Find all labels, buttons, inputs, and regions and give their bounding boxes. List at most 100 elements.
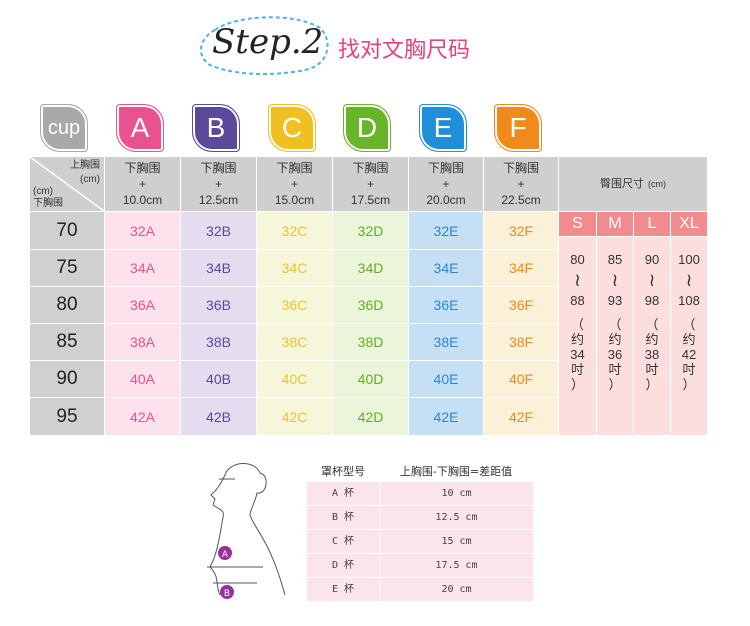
corner-bottom-unit: (cm) (33, 186, 53, 197)
column-header-b: 下胸围 +12.5cm (181, 157, 256, 211)
cup-icon-c: C (268, 104, 316, 152)
column-header-text: + (442, 177, 450, 191)
column-header-text: 10.0cm (122, 193, 163, 207)
diff-table-row: E 杯 20 cm (307, 578, 533, 602)
size-cell: 32D (333, 212, 408, 249)
cup-icon-a: A (116, 104, 164, 152)
column-header-text: 22.5cm (501, 193, 541, 207)
hip-approx-inch: ） (570, 377, 584, 392)
cup-type: A 杯 (307, 482, 380, 505)
hip-range-to: 108 (678, 293, 700, 308)
column-header-text: 下胸围 (427, 161, 464, 175)
difference-value: 20 cm (441, 584, 472, 595)
hip-range-from: 85 (607, 252, 623, 267)
hip-approx-inch: 34 (570, 347, 585, 362)
size-cell: 42E (409, 398, 483, 435)
size-cell: 34E (409, 250, 483, 286)
hip-approx-inch: 约 (608, 332, 622, 347)
size-cell: 34A (105, 250, 180, 286)
page-title: 找对文胸尺码 (338, 38, 471, 63)
hip-approx-inch: ） (645, 377, 659, 392)
band-size-label: 95 (30, 398, 104, 435)
size-cell: 40F (484, 361, 558, 397)
size-cell: 38F (484, 324, 558, 360)
hip-size-l: L (634, 212, 670, 236)
size-cell: 42A (105, 398, 180, 435)
cup-type: B 杯 (307, 506, 380, 529)
hip-approx-inch: 38 (644, 347, 660, 362)
diff-table-row: D 杯 17.5 cm (307, 554, 533, 578)
column-header-text: 15.0cm (274, 193, 315, 207)
header-difference: 上胸围-下胸围=差距值 (399, 465, 513, 478)
diff-table-row: A 杯 10 cm (307, 482, 533, 506)
column-header-text: + (138, 177, 146, 191)
column-header-text: 20.0cm (426, 193, 466, 207)
hip-range-to: 93 (607, 293, 623, 308)
tilde-icon: ≀ (611, 270, 619, 290)
cup-type: C 杯 (307, 530, 380, 553)
hip-approx-inch: 36 (607, 347, 623, 362)
hip-approx-inch: 约 (570, 332, 584, 347)
cup-difference-table: 罩杯型号 上胸围-下胸围=差距值 A 杯 10 cm B 杯 12.5 cm C 杯 15 … (307, 460, 533, 602)
column-header-c: 下胸围 +15.0cm (257, 157, 332, 211)
band-size-label: 85 (30, 324, 104, 360)
column-header-text: 下胸围 (276, 161, 313, 175)
column-header-e: 下胸围 +20.0cm (409, 157, 483, 211)
cup-type: E 杯 (307, 578, 380, 601)
marker-b-label: B (224, 589, 230, 599)
column-header-text: 下胸围 (352, 161, 389, 175)
size-cell: 42B (181, 398, 256, 435)
band-size-label: 75 (30, 250, 104, 286)
size-cell: 34D (333, 250, 408, 286)
band-size-label: 90 (30, 361, 104, 397)
column-header-text: 下胸围 (502, 161, 539, 175)
size-cell: 40B (181, 361, 256, 397)
hip-range-column: 80 ≀ 88 （约 34 吋） (559, 237, 596, 435)
marker-b (220, 585, 234, 599)
column-header-text: + (290, 177, 298, 191)
size-cell: 42C (257, 398, 332, 435)
hip-size-s: S (559, 212, 596, 236)
step-badge-outline (200, 16, 329, 75)
size-cell: 36F (484, 287, 558, 323)
size-cell: 42D (333, 398, 408, 435)
hip-range-to: 98 (644, 293, 660, 308)
diff-table-row: C 杯 15 cm (307, 530, 533, 554)
hip-approx-inch: 42 (681, 347, 697, 362)
size-cell: 40C (257, 361, 332, 397)
diff-table-row: B 杯 12.5 cm (307, 506, 533, 530)
size-cell: 36D (333, 287, 408, 323)
column-header-text: + (366, 177, 374, 191)
band-size-label: 80 (30, 287, 104, 323)
column-header-text: + (214, 177, 222, 191)
tilde-icon: ≀ (648, 270, 656, 290)
size-cell: 38A (105, 324, 180, 360)
marker-a-label: A (222, 550, 229, 560)
cup-icon-b: B (192, 104, 240, 152)
size-cell: 38C (257, 324, 332, 360)
size-cell: 32E (409, 212, 483, 249)
size-cell: 32F (484, 212, 558, 249)
column-header-text: 17.5cm (350, 193, 391, 207)
hip-approx-inch: 约 (645, 332, 659, 347)
size-cell: 36E (409, 287, 483, 323)
size-cell: 38B (181, 324, 256, 360)
tilde-icon: ≀ (685, 270, 693, 290)
size-cell: 34F (484, 250, 558, 286)
size-cell: 38D (333, 324, 408, 360)
hip-size-xl: XL (671, 212, 707, 236)
hip-approx-inch: （ (682, 317, 696, 332)
corner-top-unit: (cm) (80, 174, 100, 185)
column-header-d: 下胸围 +17.5cm (333, 157, 408, 211)
hip-unit: (cm) (648, 179, 666, 189)
size-cell: 36C (257, 287, 332, 323)
column-header-a: 下胸围 +10.0cm (105, 157, 180, 211)
cup-icon-cup: cup (40, 104, 88, 152)
hip-range-from: 80 (570, 252, 585, 267)
figure-illustration: A B (207, 463, 286, 599)
hip-approx-inch: 吋 (570, 362, 584, 377)
size-cell: 34C (257, 250, 332, 286)
size-cell: 38E (409, 324, 483, 360)
hip-size-header: 臀围尺寸 (cm) (559, 157, 707, 211)
difference-value: 15 cm (441, 536, 472, 547)
